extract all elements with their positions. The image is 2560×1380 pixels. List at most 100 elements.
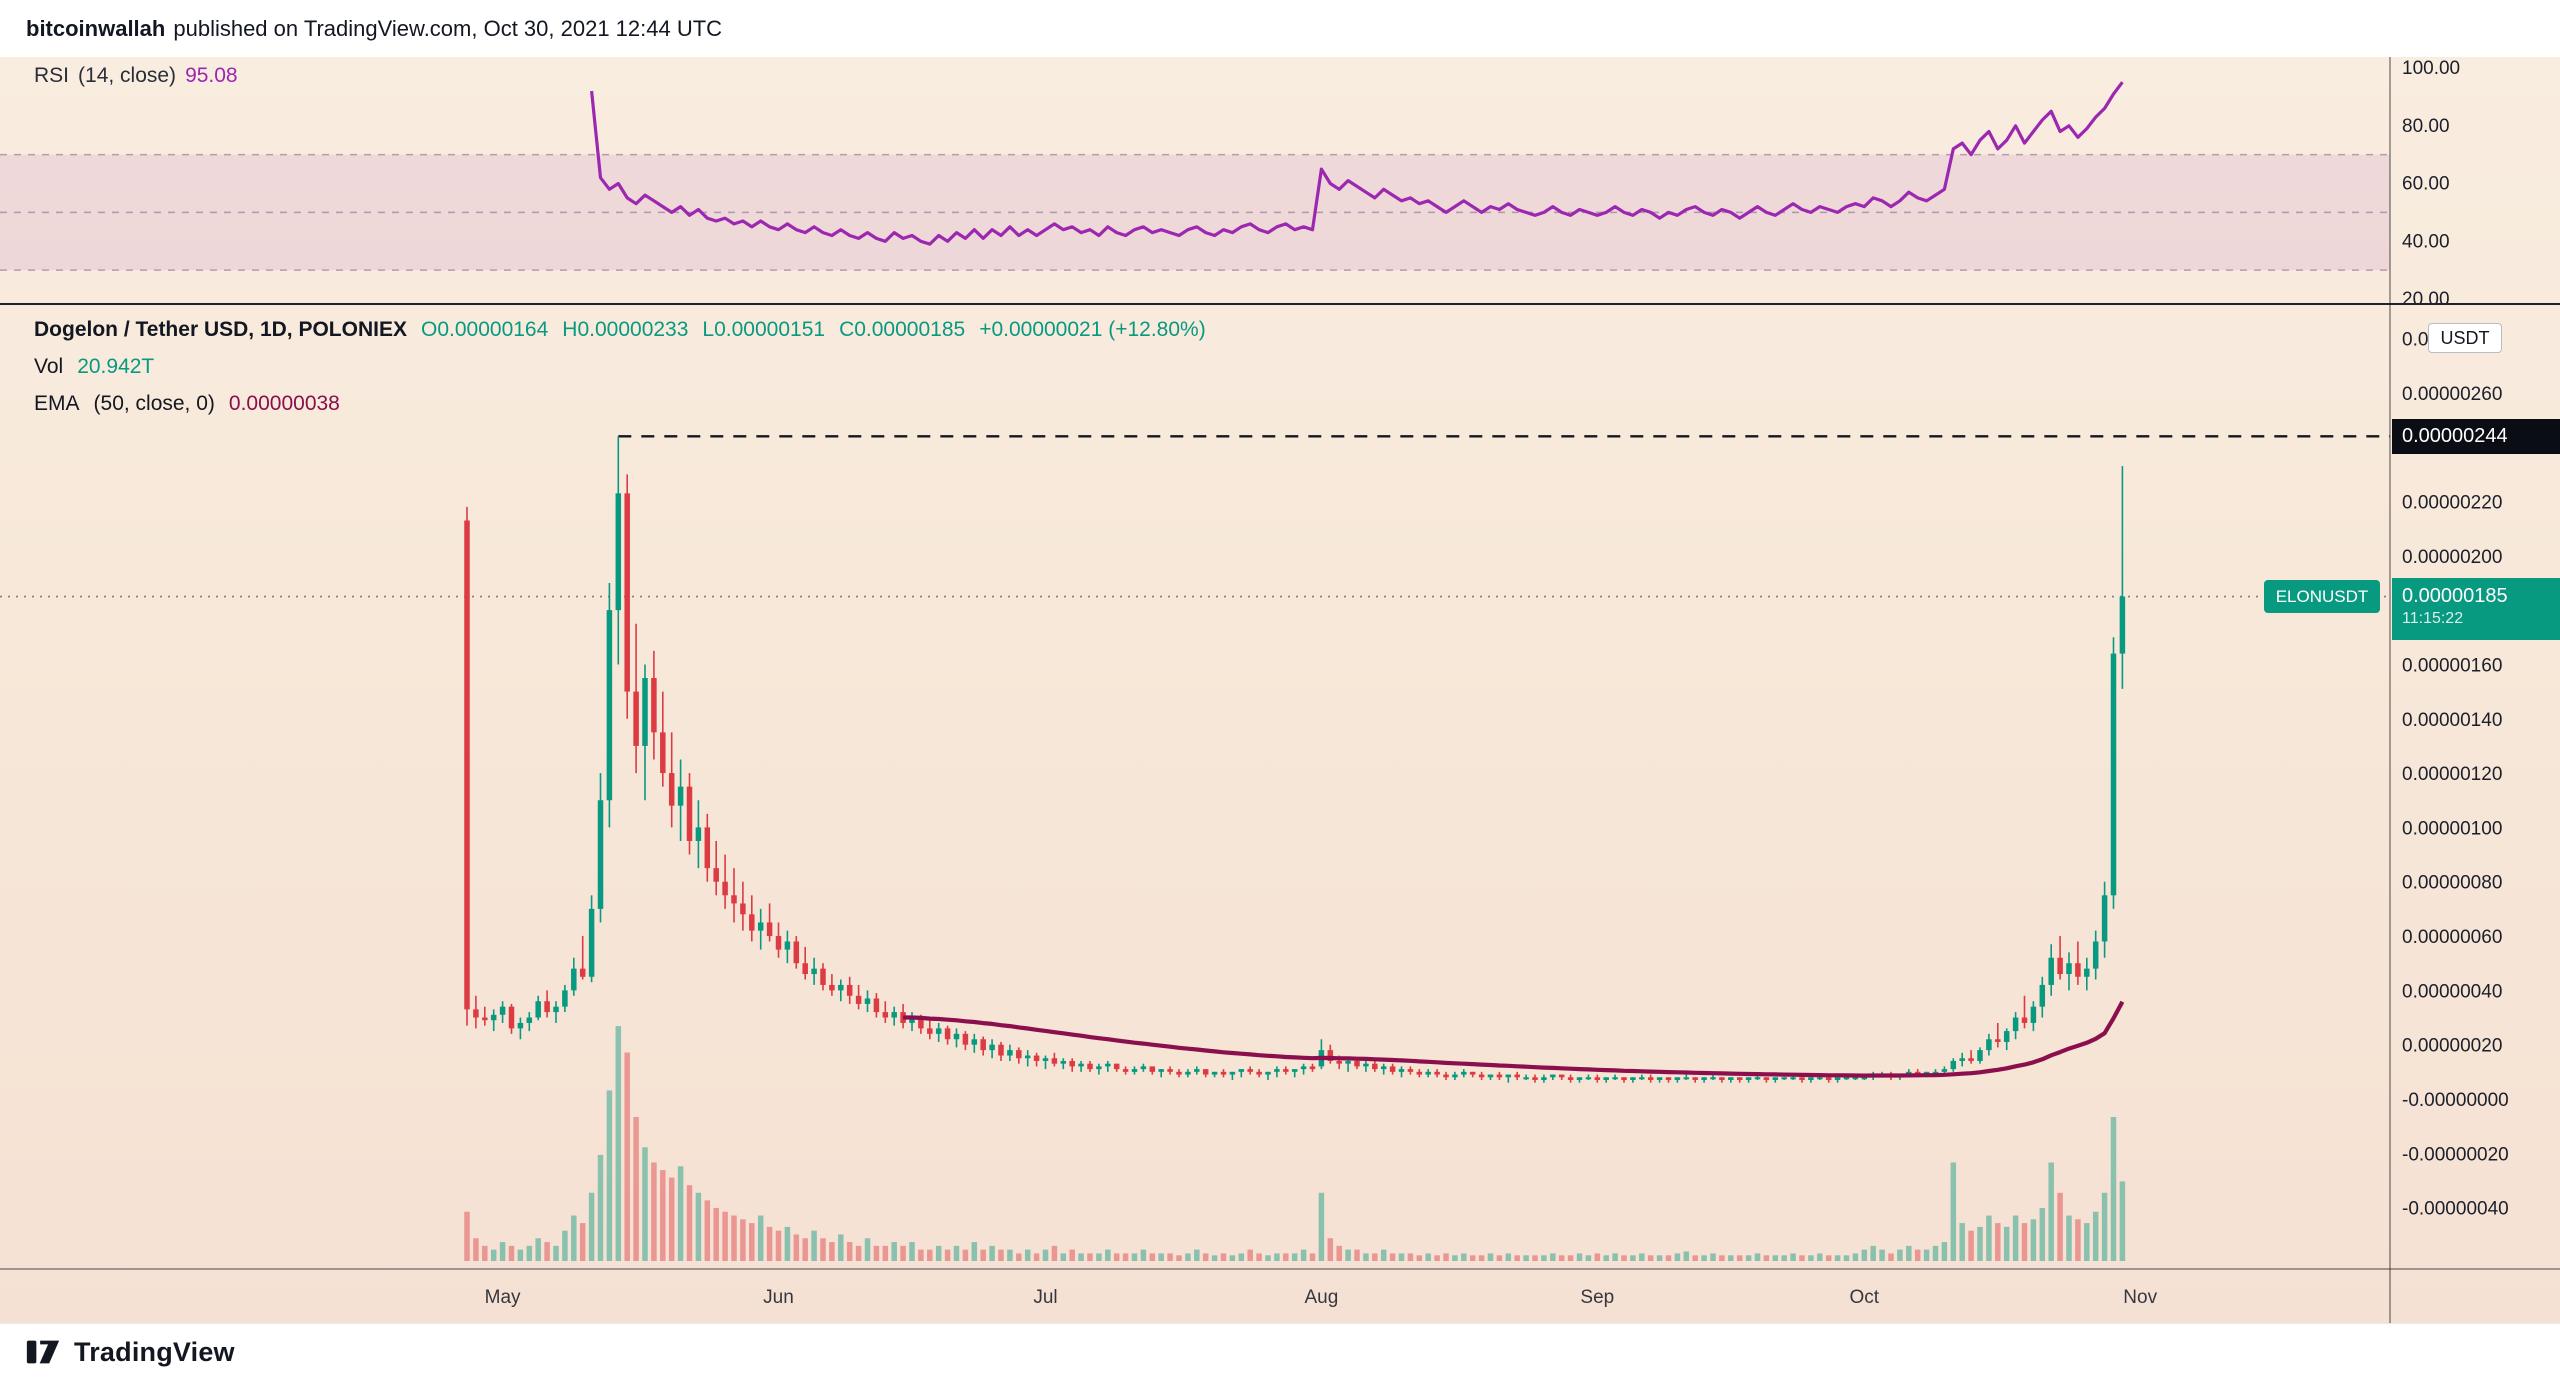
- candle-body: [2110, 653, 2117, 896]
- volume-bar: [846, 1242, 853, 1261]
- rsi-axis-label: 100.00: [2402, 58, 2460, 79]
- volume-bar: [1096, 1253, 1102, 1261]
- candle-body: [829, 984, 835, 991]
- volume-bar: [1256, 1253, 1262, 1261]
- candle-body: [1487, 1074, 1494, 1078]
- month-label: May: [485, 1287, 521, 1308]
- candle-body: [660, 732, 666, 774]
- candle-body: [1612, 1077, 1618, 1080]
- volume-bar: [1995, 1223, 2001, 1261]
- candle-body: [695, 827, 702, 841]
- volume-bar: [464, 1211, 470, 1261]
- candle-body: [1754, 1077, 1761, 1080]
- candle-body: [1736, 1077, 1743, 1080]
- volume-bar: [1879, 1249, 1885, 1261]
- candle-body: [1808, 1077, 1814, 1080]
- volume-bar: [749, 1223, 755, 1261]
- candle-body: [1202, 1069, 1209, 1075]
- volume-bar: [1639, 1253, 1645, 1261]
- volume-bar: [1941, 1242, 1948, 1261]
- candle-body: [1220, 1071, 1227, 1075]
- main-chart-legend: Dogelon / Tether USD, 1D, POLONIEX O0.00…: [34, 318, 1206, 416]
- volume-bar: [1843, 1255, 1850, 1261]
- candle-body: [615, 493, 622, 611]
- candle-body: [713, 868, 719, 882]
- candle-body: [722, 881, 728, 896]
- volume-bar: [1194, 1249, 1200, 1261]
- rsi-indicator-legend[interactable]: RSI (14, close) 95.08: [34, 64, 238, 88]
- volume-bar: [1149, 1253, 1156, 1261]
- volume-bar: [2084, 1223, 2090, 1261]
- volume-bar: [1514, 1255, 1520, 1261]
- volume-bar: [1425, 1253, 1431, 1261]
- candle-body: [1532, 1077, 1538, 1080]
- volume-bar: [740, 1219, 746, 1261]
- volume-bar: [998, 1249, 1004, 1261]
- volume-bar: [1745, 1255, 1752, 1261]
- candle-body: [1087, 1063, 1093, 1070]
- volume-bar: [2119, 1181, 2126, 1261]
- candle-body: [1194, 1069, 1200, 1072]
- price-axis[interactable]: [2390, 57, 2560, 1323]
- ema-legend-row[interactable]: EMA (50, close, 0) 0.00000038: [34, 392, 1206, 416]
- volume-bar: [660, 1170, 666, 1261]
- price-axis-label: 0.00000020: [2402, 1036, 2502, 1057]
- candle-body: [1425, 1071, 1431, 1075]
- candle-body: [2101, 895, 2108, 942]
- volume-legend-row[interactable]: Vol 20.942T: [34, 355, 1206, 379]
- candle-body: [1772, 1077, 1779, 1080]
- ema-label: EMA: [34, 392, 80, 415]
- candle-body: [793, 941, 800, 964]
- volume-bar: [1799, 1255, 1805, 1261]
- volume-bar: [2039, 1207, 2046, 1261]
- volume-bar: [1042, 1249, 1049, 1261]
- volume-bar: [1007, 1249, 1013, 1261]
- volume-bar: [571, 1215, 577, 1261]
- volume-bar: [1550, 1253, 1556, 1261]
- candle-body: [1372, 1063, 1378, 1070]
- volume-bar: [1567, 1255, 1574, 1261]
- volume-bar: [1763, 1255, 1770, 1261]
- volume-bar: [1870, 1245, 1876, 1261]
- candle-body: [517, 1022, 524, 1029]
- volume-bar: [1113, 1253, 1120, 1261]
- candle-body: [1621, 1077, 1627, 1080]
- symbol-title: Dogelon / Tether USD, 1D, POLONIEX: [34, 318, 407, 341]
- volume-bar: [971, 1242, 978, 1261]
- symbol-legend-row[interactable]: Dogelon / Tether USD, 1D, POLONIEX O0.00…: [34, 318, 1206, 342]
- chart-canvas[interactable]: 100.0080.0060.0040.0020.000.000002800.00…: [0, 57, 2560, 1323]
- volume-bar: [829, 1242, 835, 1261]
- candle-body: [909, 1017, 915, 1023]
- candle-body: [1105, 1063, 1111, 1067]
- candle-body: [1781, 1077, 1787, 1080]
- candle-body: [1567, 1077, 1574, 1080]
- price-axis-label: 0.00000100: [2402, 818, 2502, 839]
- candle-body: [935, 1028, 942, 1034]
- candle-body: [1843, 1077, 1850, 1080]
- quote-currency-chip[interactable]: USDT: [2428, 323, 2502, 353]
- volume-bar: [1078, 1253, 1084, 1261]
- tradingview-brand-link[interactable]: TradingView: [24, 1333, 235, 1371]
- candle-body: [2003, 1031, 2010, 1042]
- rsi-indicator-params: (14, close): [78, 64, 177, 87]
- candle-body: [980, 1039, 986, 1051]
- volume-bar: [1158, 1253, 1164, 1261]
- candle-body: [2066, 963, 2072, 975]
- candle-body: [1478, 1074, 1485, 1078]
- candle-body: [1416, 1071, 1423, 1075]
- volume-bar: [1345, 1249, 1351, 1261]
- time-axis[interactable]: [0, 1326, 2390, 1380]
- candle-body: [855, 995, 862, 1004]
- volume-bar: [517, 1249, 524, 1261]
- volume-bar: [1283, 1253, 1289, 1261]
- change-value: +0.00000021 (+12.80%): [979, 318, 1206, 341]
- candle-body: [1274, 1069, 1280, 1072]
- candle-body: [1122, 1069, 1129, 1072]
- volume-bar: [588, 1192, 595, 1261]
- volume-bar: [1603, 1255, 1609, 1261]
- volume-bar: [1594, 1253, 1601, 1261]
- volume-bar: [1469, 1255, 1476, 1261]
- candle-body: [1861, 1077, 1868, 1080]
- volume-bar: [1701, 1255, 1707, 1261]
